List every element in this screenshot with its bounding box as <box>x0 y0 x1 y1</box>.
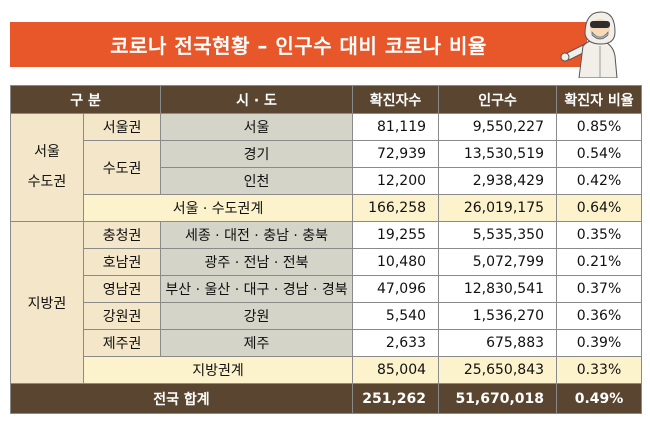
city-cell: 경기 <box>160 140 354 168</box>
city-cell: 제주 <box>160 329 354 357</box>
subtotal-population: 26,019,175 <box>438 194 558 222</box>
header-population: 인구수 <box>438 85 558 114</box>
ratio-cell: 0.21% <box>556 248 643 276</box>
region-capital-line1: 서울 <box>34 144 60 161</box>
area-cell: 제주권 <box>82 329 162 357</box>
ratio-cell: 0.54% <box>556 140 643 168</box>
total-ratio: 0.49% <box>556 383 643 414</box>
subtotal-confirmed: 85,004 <box>352 356 440 384</box>
city-cell: 강원 <box>160 302 354 330</box>
total-label: 전국 합계 <box>9 383 354 414</box>
table-header-row: 구 분 시 · 도 확진자수 인구수 확진자 비율 <box>9 85 643 114</box>
city-cell: 세종 · 대전 · 충남 · 충북 <box>160 221 354 249</box>
table-row: 강원권 강원 5,540 1,536,270 0.36% <box>11 302 643 330</box>
population-cell: 675,883 <box>438 329 558 357</box>
area-cell: 호남권 <box>82 248 162 276</box>
confirmed-cell: 47,096 <box>352 275 440 303</box>
subtotal-label: 서울 · 수도권계 <box>82 194 354 222</box>
confirmed-cell: 10,480 <box>352 248 440 276</box>
header-category: 구 분 <box>9 85 162 114</box>
total-confirmed: 251,262 <box>352 383 440 414</box>
area-cell: 영남권 <box>82 275 162 303</box>
table-row: 수도권 경기 72,939 13,530,519 0.54% <box>11 140 643 195</box>
confirmed-cell: 5,540 <box>352 302 440 330</box>
subtotal-row-capital: 서울 · 수도권계 166,258 26,019,175 0.64% <box>11 194 643 222</box>
ratio-cell: 0.39% <box>556 329 643 357</box>
population-cell: 2,938,429 <box>438 167 558 195</box>
total-row: 전국 합계 251,262 51,670,018 0.49% <box>9 383 643 414</box>
header-ratio: 확진자 비율 <box>556 85 643 114</box>
header-city: 시 · 도 <box>160 85 354 114</box>
table-row: 서울 수도권 서울권 서울 81,119 9,550,227 0.85% <box>10 113 643 222</box>
subtotal-ratio: 0.64% <box>556 194 643 222</box>
ratio-cell: 0.42% <box>556 167 643 195</box>
covid-stats-table: 구 분 시 · 도 확진자수 인구수 확진자 비율 서울 수도권 서울권 서울 … <box>9 85 643 414</box>
subtotal-row-local: 지방권계 85,004 25,650,843 0.33% <box>11 356 643 384</box>
ratio-cell: 0.35% <box>556 221 643 249</box>
area-cell: 충청권 <box>82 221 162 249</box>
hazmat-worker-icon <box>560 11 618 78</box>
ratio-cell: 0.36% <box>556 302 643 330</box>
population-cell: 5,072,799 <box>438 248 558 276</box>
city-cell: 부산 · 울산 · 대구 · 경남 · 경북 <box>160 275 354 303</box>
ratio-cell: 0.85% <box>556 113 643 141</box>
subtotal-label: 지방권계 <box>82 356 354 384</box>
subtotal-population: 25,650,843 <box>438 356 558 384</box>
confirmed-cell: 72,939 <box>352 140 440 168</box>
confirmed-cell: 81,119 <box>352 113 440 141</box>
population-cell: 5,535,350 <box>438 221 558 249</box>
region-capital: 서울 수도권 <box>10 113 84 222</box>
table-row: 영남권 부산 · 울산 · 대구 · 경남 · 경북 47,096 12,830… <box>11 275 643 303</box>
subtotal-ratio: 0.33% <box>556 356 643 384</box>
population-cell: 9,550,227 <box>438 113 558 141</box>
confirmed-cell: 2,633 <box>352 329 440 357</box>
ratio-cell: 0.37% <box>556 275 643 303</box>
area-metro: 수도권 <box>82 140 162 195</box>
page-title: 코로나 전국현황 – 인구수 대비 코로나 비율 <box>10 22 587 67</box>
population-cell: 1,536,270 <box>438 302 558 330</box>
subtotal-confirmed: 166,258 <box>352 194 440 222</box>
total-population: 51,670,018 <box>438 383 558 414</box>
city-cell: 서울 <box>160 113 354 141</box>
table-row: 호남권 광주 · 전남 · 전북 10,480 5,072,799 0.21% <box>11 248 643 276</box>
population-cell: 13,530,519 <box>438 140 558 168</box>
region-capital-line2: 수도권 <box>27 173 67 190</box>
confirmed-cell: 12,200 <box>352 167 440 195</box>
region-local: 지방권 <box>10 221 84 384</box>
city-cell: 인천 <box>160 167 354 195</box>
population-cell: 12,830,541 <box>438 275 558 303</box>
area-cell: 강원권 <box>82 302 162 330</box>
area-seoul: 서울권 <box>82 113 162 141</box>
table-row: 지방권 충청권 세종 · 대전 · 충남 · 충북 19,255 5,535,3… <box>10 221 643 384</box>
city-cell: 광주 · 전남 · 전북 <box>160 248 354 276</box>
table-row: 제주권 제주 2,633 675,883 0.39% <box>11 329 643 357</box>
confirmed-cell: 19,255 <box>352 221 440 249</box>
header-confirmed: 확진자수 <box>352 85 440 114</box>
